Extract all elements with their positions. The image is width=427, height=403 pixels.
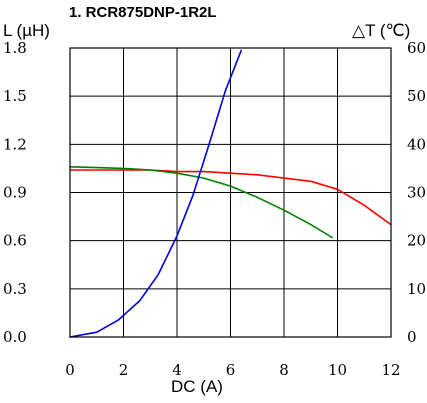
x-tick-label: 10: [328, 361, 347, 379]
series-line-3: [69, 49, 242, 338]
y-right-axis-title: △T (℃): [352, 21, 410, 40]
y-right-tick-label: 40: [407, 135, 426, 153]
x-tick-label: 12: [381, 361, 400, 379]
grid-lines: [70, 48, 391, 337]
x-tick-label: 2: [119, 361, 129, 379]
y-left-tick-label: 1.2: [3, 135, 27, 153]
y-left-tick-label: 1.8: [3, 39, 27, 57]
y-right-tick-label: 10: [407, 280, 426, 298]
y-right-tick-label: 30: [407, 184, 426, 202]
y-right-tick-label: 0: [407, 328, 417, 346]
y-left-tick-label: 0.0: [3, 328, 27, 346]
y-left-tick-label: 0.9: [3, 184, 27, 202]
chart-title: 1. RCR875DNP-1R2L: [69, 4, 217, 21]
x-tick-label: 0: [65, 361, 75, 379]
tick-labels: 0 2 4 6 8 10 12 0.0 0.3 0.6 0.9 1.2 1.5 1.8 0 10 20 30 40 5…: [3, 39, 426, 379]
plot-area-border: [69, 47, 392, 338]
x-tick-label: 8: [279, 361, 289, 379]
y-left-tick-label: 0.6: [3, 232, 27, 250]
y-left-axis-title: L (µH): [3, 21, 50, 40]
series-line-1: [69, 169, 392, 226]
series-line-2: [69, 166, 334, 239]
y-right-tick-label: 60: [407, 39, 426, 57]
y-right-tick-label: 20: [407, 232, 426, 250]
x-tick-label: 6: [226, 361, 236, 379]
series-lines: [69, 49, 392, 338]
plot-frame: [69, 47, 392, 338]
y-left-tick-label: 0.3: [3, 280, 27, 298]
y-right-tick-label: 50: [407, 87, 426, 105]
x-axis-title: DC (A): [171, 377, 223, 396]
x-tick-label: 4: [172, 361, 182, 379]
y-left-tick-label: 1.5: [3, 87, 27, 105]
